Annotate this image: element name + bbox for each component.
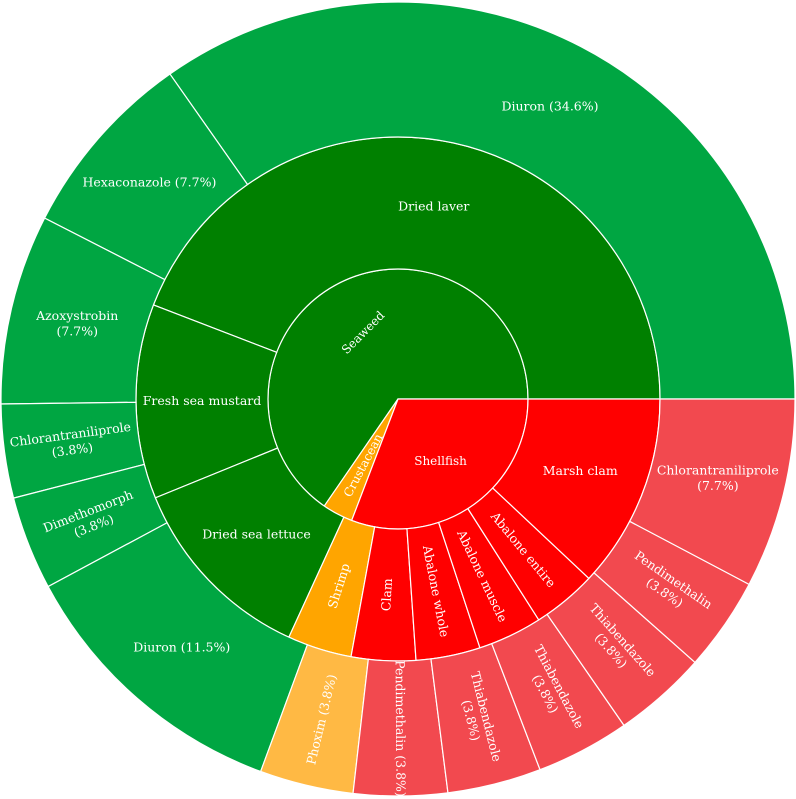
inner-ring <box>267 268 529 530</box>
middle-ring <box>135 136 661 662</box>
middle-label-marsh-clam: Marsh clam <box>543 463 618 478</box>
outer-label-azoxystrobin-7-7: Azoxystrobin (7.7%) <box>35 308 118 339</box>
outer-segment-chlorantraniliprole-7-7 <box>628 398 796 586</box>
middle-label-fresh-sea-mustard: Fresh sea mustard <box>143 392 262 407</box>
outer-label-pendimethalin-3-8: Pendimethalin (3.8%) <box>393 660 409 797</box>
inner-label-shellfish: Shellfish <box>414 453 467 467</box>
outer-segment-diuron-34-6 <box>169 1 796 400</box>
outer-label-hexaconazole-7-7: Hexaconazole (7.7%) <box>83 174 217 189</box>
outer-label-chlorantraniliprole-7-7: Chlorantraniliprole (7.7%) <box>657 462 779 493</box>
outer-label-diuron-34-6: Diuron (34.6%) <box>501 98 598 113</box>
middle-label-dried-laver: Dried laver <box>398 198 469 213</box>
middle-label-clam: Clam <box>378 578 395 612</box>
outer-label-diuron-11-5: Diuron (11.5%) <box>133 639 230 654</box>
middle-label-dried-sea-lettuce: Dried sea lettuce <box>202 526 311 541</box>
